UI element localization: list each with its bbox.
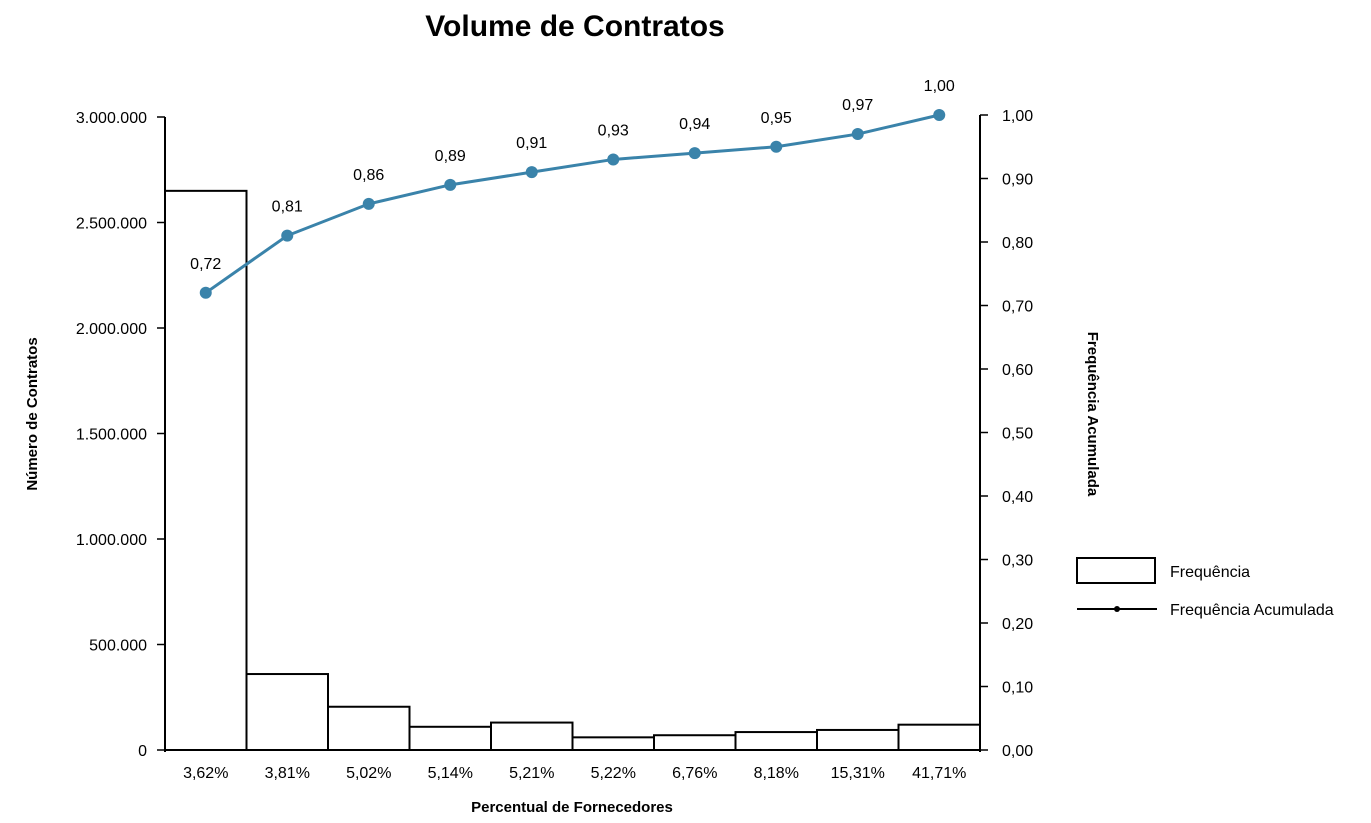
x-tick-label: 3,62% bbox=[183, 765, 228, 782]
bar-7 bbox=[653, 734, 737, 751]
cumulative-data-label: 1,00 bbox=[924, 78, 955, 95]
cumulative-point-2 bbox=[281, 229, 294, 242]
cumulative-point-8 bbox=[770, 140, 783, 153]
bar-4 bbox=[408, 725, 492, 751]
bar-6 bbox=[571, 736, 655, 752]
cumulative-data-label: 0,72 bbox=[190, 256, 221, 273]
cumulative-point-4 bbox=[444, 178, 457, 191]
legend-bar-swatch bbox=[1076, 557, 1156, 584]
x-tick-label: 41,71% bbox=[912, 765, 966, 782]
legend: Frequência Frequência Acumulada bbox=[1076, 557, 1334, 619]
y-tick-label: 1.500.000 bbox=[76, 427, 147, 444]
x-axis-title: Percentual de Fornecedores bbox=[471, 799, 673, 816]
y2-tick-label: 0,40 bbox=[1002, 489, 1033, 506]
y-tick-label: 2.500.000 bbox=[76, 216, 147, 233]
cumulative-point-5 bbox=[525, 166, 538, 179]
x-tick-label: 3,81% bbox=[265, 765, 310, 782]
y-tick-label: 3.000.000 bbox=[76, 110, 147, 127]
cumulative-data-label: 0,86 bbox=[353, 167, 384, 184]
legend-line-marker bbox=[1114, 606, 1120, 612]
bar-3 bbox=[327, 705, 411, 751]
y2-tick-label: 0,30 bbox=[1002, 553, 1033, 570]
y-axis-title: Número de Contratos bbox=[24, 337, 41, 490]
y-tick-label: 1.000.000 bbox=[76, 532, 147, 549]
x-tick-label: 5,14% bbox=[428, 765, 473, 782]
cumulative-line bbox=[204, 113, 940, 295]
cumulative-point-7 bbox=[688, 147, 701, 160]
chart-title: Volume de Contratos bbox=[425, 10, 725, 43]
cumulative-point-10 bbox=[933, 109, 946, 121]
cumulative-point-9 bbox=[851, 128, 864, 141]
cumulative-data-label: 0,95 bbox=[761, 110, 792, 127]
x-tick-label: 5,02% bbox=[346, 765, 391, 782]
y2-tick-label: 0,20 bbox=[1002, 616, 1033, 633]
y2-tick-label: 0,50 bbox=[1002, 426, 1033, 443]
y2-tick-label: 0,90 bbox=[1002, 172, 1033, 189]
bar-2 bbox=[245, 673, 329, 751]
y-tick-label: 2.000.000 bbox=[76, 321, 147, 338]
bar-10 bbox=[897, 723, 981, 751]
bar-5 bbox=[490, 721, 574, 752]
y2-tick-label: 0,00 bbox=[1002, 743, 1033, 760]
y-tick-label: 0 bbox=[138, 743, 147, 760]
cumulative-point-1 bbox=[199, 286, 212, 299]
y2-tick-label: 0,80 bbox=[1002, 235, 1033, 252]
bar-1 bbox=[164, 189, 248, 752]
x-tick-label: 6,76% bbox=[672, 765, 717, 782]
y2-tick-label: 0,60 bbox=[1002, 362, 1033, 379]
cumulative-data-label: 0,89 bbox=[435, 148, 466, 165]
cumulative-data-label: 0,93 bbox=[598, 122, 629, 139]
bar-8 bbox=[734, 731, 818, 752]
cumulative-data-label: 0,81 bbox=[272, 199, 303, 216]
cumulative-point-6 bbox=[607, 153, 620, 166]
bar-9 bbox=[816, 728, 900, 752]
y2-tick-label: 0,70 bbox=[1002, 299, 1033, 316]
y2-axis-title: Frequência Acumulada bbox=[1084, 332, 1101, 497]
legend-label-frequencia: Frequência bbox=[1170, 564, 1250, 581]
x-tick-label: 15,31% bbox=[831, 765, 885, 782]
cumulative-data-label: 0,94 bbox=[679, 116, 710, 133]
cumulative-data-label: 0,97 bbox=[842, 97, 873, 114]
y2-tick-label: 0,10 bbox=[1002, 680, 1033, 697]
cumulative-point-3 bbox=[362, 197, 375, 210]
x-tick-label: 5,22% bbox=[591, 765, 636, 782]
y2-tick-label: 1,00 bbox=[1002, 108, 1033, 125]
legend-label-frequencia-acumulada: Frequência Acumulada bbox=[1170, 602, 1334, 619]
x-tick-label: 8,18% bbox=[754, 765, 799, 782]
x-tick-label: 5,21% bbox=[509, 765, 554, 782]
y-tick-label: 500.000 bbox=[89, 638, 147, 655]
cumulative-data-label: 0,91 bbox=[516, 135, 547, 152]
